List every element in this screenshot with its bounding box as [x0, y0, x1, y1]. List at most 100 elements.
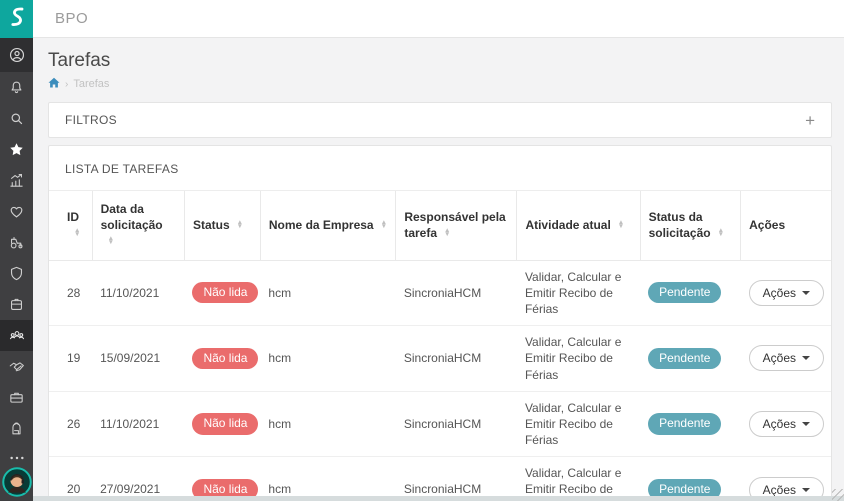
- cell-id: 28: [49, 260, 93, 327]
- heart-icon: [8, 203, 25, 220]
- cell-activity: Validar, Calcular e Emitir Recibo de Fér…: [516, 391, 641, 458]
- sort-icon[interactable]: ▲ ▼: [617, 219, 625, 231]
- backpack-icon: [8, 420, 25, 437]
- column-header-id[interactable]: ID▲ ▼: [49, 191, 93, 261]
- cell-id: 19: [49, 325, 93, 392]
- support-avatar[interactable]: [1, 467, 32, 500]
- actions-button[interactable]: Ações: [748, 279, 824, 306]
- task-list-heading: LISTA DE TAREFAS: [49, 146, 831, 191]
- cell-responsible: SincroniaHCM: [395, 325, 517, 392]
- cell-date: 11/10/2021: [92, 260, 185, 327]
- cell-responsible: SincroniaHCM: [395, 456, 517, 501]
- tractor-icon: [8, 234, 25, 251]
- task-list-panel: LISTA DE TAREFAS ID▲ ▼ Data da solicitaçã…: [48, 145, 832, 501]
- people-group-icon: [8, 327, 26, 345]
- cell-id: 26: [49, 391, 93, 458]
- senior-s-logo-icon: [7, 5, 27, 32]
- sidebar-item-agro[interactable]: [0, 227, 33, 258]
- resize-grip-icon[interactable]: [832, 489, 844, 501]
- sidebar-item-analytics[interactable]: [0, 165, 33, 196]
- archive-box-icon: [8, 296, 25, 313]
- table-header-row: ID▲ ▼ Data da solicitação▲ ▼ Status ▲ ▼ Nome…: [49, 191, 831, 261]
- column-header-request-status[interactable]: Status da solicitação ▲ ▼: [639, 191, 741, 261]
- sidebar-item-partners[interactable]: [0, 351, 33, 382]
- column-header-actions: Ações: [740, 191, 831, 261]
- growth-chart-icon: [8, 172, 25, 189]
- sort-icon[interactable]: ▲ ▼: [74, 227, 81, 239]
- handshake-icon: [8, 358, 26, 376]
- sidebar-more-button[interactable]: [9, 448, 25, 464]
- cell-company: hcm: [260, 260, 396, 327]
- sidebar-item-backpack[interactable]: [0, 413, 33, 444]
- brand-logo[interactable]: [0, 0, 33, 38]
- sidebar-item-user[interactable]: [0, 38, 33, 72]
- cell-date: 15/09/2021: [92, 325, 185, 392]
- request-status-badge: Pendente: [648, 413, 722, 435]
- cell-date: 27/09/2021: [92, 456, 185, 501]
- breadcrumb-current: Tarefas: [73, 78, 110, 90]
- table-row: 26 11/10/2021 Não lida hcm SincroniaHCM …: [49, 391, 831, 458]
- column-header-responsible[interactable]: Responsável pela tarefa ▲ ▼: [395, 191, 517, 261]
- sidebar-item-work[interactable]: [0, 382, 33, 413]
- cell-id: 20: [49, 456, 93, 501]
- request-status-badge: Pendente: [648, 478, 722, 501]
- request-status-badge: Pendente: [648, 282, 722, 304]
- expand-filters-icon[interactable]: +: [805, 110, 815, 130]
- sort-icon[interactable]: ▲ ▼: [107, 235, 115, 247]
- table-row: 19 15/09/2021 Não lida hcm SincroniaHCM …: [49, 325, 831, 392]
- user-circle-icon: [8, 46, 26, 64]
- status-badge: Não lida: [192, 478, 259, 501]
- sort-icon[interactable]: ▲ ▼: [717, 227, 725, 239]
- search-icon: [8, 110, 25, 127]
- actions-button[interactable]: Ações: [748, 345, 824, 372]
- status-badge: Não lida: [192, 413, 259, 435]
- support-avatar-icon: [1, 467, 32, 500]
- caret-down-icon: [802, 421, 810, 426]
- breadcrumb: › Tarefas: [48, 77, 832, 91]
- column-header-activity[interactable]: Atividade atual ▲ ▼: [516, 191, 641, 261]
- horizontal-scrollbar[interactable]: [33, 496, 844, 501]
- filters-panel[interactable]: FILTROS +: [48, 102, 832, 138]
- sidebar-item-favorites[interactable]: [0, 134, 33, 165]
- status-badge: Não lida: [192, 282, 259, 304]
- cell-activity: Validar, Calcular e Emitir Recibo de Fér…: [516, 260, 641, 327]
- top-bar: BPO: [0, 0, 844, 38]
- cell-responsible: SincroniaHCM: [395, 260, 517, 327]
- column-header-status[interactable]: Status ▲ ▼: [183, 191, 261, 261]
- sort-icon[interactable]: ▲ ▼: [236, 219, 244, 231]
- shield-icon: [8, 265, 25, 282]
- more-dots-icon: [9, 449, 25, 464]
- actions-button[interactable]: Ações: [748, 410, 824, 437]
- sidebar-item-notifications[interactable]: [0, 72, 33, 103]
- sidebar-item-tasks[interactable]: [0, 320, 33, 351]
- cell-activity: Validar, Calcular e Emitir Recibo de Fér…: [516, 325, 641, 392]
- sidebar-item-archive[interactable]: [0, 289, 33, 320]
- breadcrumb-separator: ›: [65, 78, 69, 90]
- star-icon: [8, 141, 25, 158]
- sort-icon[interactable]: ▲ ▼: [444, 227, 451, 239]
- cell-activity: Validar, Calcular e Emitir Recibo de Fér…: [516, 456, 641, 501]
- sort-icon[interactable]: ▲ ▼: [380, 219, 388, 231]
- sidebar-item-health[interactable]: [0, 196, 33, 227]
- caret-down-icon: [802, 487, 810, 492]
- caret-down-icon: [802, 290, 810, 295]
- task-table: ID▲ ▼ Data da solicitação▲ ▼ Status ▲ ▼ Nome…: [49, 191, 831, 501]
- briefcase-icon: [8, 389, 25, 406]
- home-icon[interactable]: [48, 77, 60, 91]
- column-header-company[interactable]: Nome da Empresa ▲ ▼: [259, 191, 396, 261]
- main-content: Tarefas › Tarefas FILTROS + LISTA DE TAR…: [33, 38, 844, 501]
- page-title: Tarefas: [48, 50, 111, 71]
- cell-company: hcm: [260, 325, 396, 392]
- cell-date: 11/10/2021: [92, 391, 185, 458]
- table-row: 28 11/10/2021 Não lida hcm SincroniaHCM …: [49, 260, 831, 327]
- sidebar-item-security[interactable]: [0, 258, 33, 289]
- column-header-date[interactable]: Data da solicitação▲ ▼: [91, 191, 185, 261]
- cell-company: hcm: [260, 391, 396, 458]
- status-badge: Não lida: [192, 347, 259, 369]
- task-list-label: LISTA DE TAREFAS: [65, 162, 179, 176]
- sidebar-bottom: [0, 448, 33, 501]
- cell-responsible: SincroniaHCM: [395, 391, 517, 458]
- sidebar-item-search[interactable]: [0, 103, 33, 134]
- app-title: BPO: [55, 10, 89, 27]
